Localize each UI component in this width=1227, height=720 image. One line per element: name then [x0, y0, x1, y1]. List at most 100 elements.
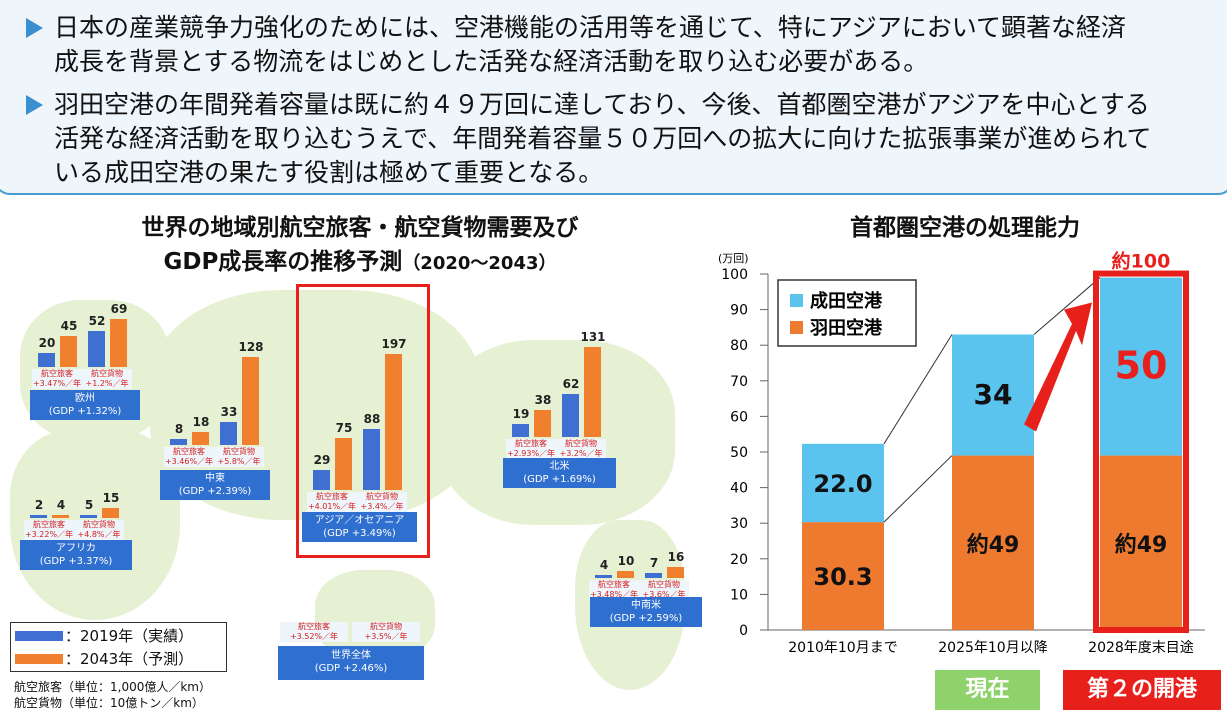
bullet-2-line-3: いる成田空港の果たす役割は極めて重要となる。 [54, 158, 604, 187]
region-4-name: アフリカ [56, 543, 96, 554]
region-5-pax-2019-bar [595, 575, 612, 578]
bullet-2-line-2: 活発な経済活動を取り込むうえで、年間発着容量５０万回への拡大に向けた拡張事業が進… [54, 124, 1152, 153]
region-4-pax-2043-value: 4 [56, 498, 66, 512]
region-4-pax-2043-bar [52, 515, 69, 518]
region-1-cargo-rate: 航空貨物 +5.8%／年 [214, 447, 264, 467]
summary-panel: 日本の産業競争力強化のためには、空港機能の活用等を通じて、特にアジアにおいて顕著… [0, 0, 1227, 195]
bullet-1-line-1: 日本の産業競争力強化のためには、空港機能の活用等を通じて、特にアジアにおいて顕著… [54, 13, 1127, 42]
legend-swatch-haneda [790, 321, 803, 334]
world-gdp: (GDP +2.46%) [314, 663, 388, 674]
legend-swatch-narita [790, 294, 803, 307]
region-4-passenger-rate: 航空旅客 +3.22%／年 [24, 520, 74, 540]
region-0-pax-2019-value: 20 [38, 336, 56, 350]
region-4-cargo-rate: 航空貨物 +4.8%／年 [74, 520, 124, 540]
region-2-label: アジア／オセアニア (GDP +3.49%) [302, 512, 417, 542]
region-4-pax-2019-value: 2 [34, 498, 44, 512]
region-3-pax-2019-bar [512, 423, 529, 437]
region-0-pax-2019-bar [38, 353, 55, 367]
x-tick-label-0: 2010年10月まで [788, 640, 897, 656]
y-tick-label: 40 [730, 481, 748, 497]
unit-note-passenger: 航空旅客（単位：1,000億人／km） [14, 680, 211, 694]
connector-line [883, 455, 953, 523]
growth-arrow-icon [1024, 302, 1092, 432]
connector-line [883, 334, 953, 445]
map-north-america [440, 340, 675, 525]
region-1-cargo-2019-bar [220, 422, 237, 445]
region-2-pax-2043-bar [335, 437, 352, 490]
region-3-pax-2043-bar [534, 410, 551, 437]
region-3-cargo-2043-bar [584, 346, 601, 437]
legend-swatch-2043 [15, 654, 63, 664]
y-tick-label: 80 [730, 338, 748, 354]
x-tick-label-1: 2025年10月以降 [938, 640, 1047, 656]
legend-label-2043: ：2043年（予測） [65, 650, 194, 668]
region-1-name: 中東 [205, 473, 225, 484]
bar-narita-0 [802, 443, 884, 523]
region-3-cargo-rate: 航空貨物 +3.2%／年 [556, 439, 606, 459]
narita-value-1: 34 [974, 378, 1013, 411]
region-0-cargo-2019-value: 52 [88, 314, 106, 329]
tag-second-opening: 第２の開港 [1063, 670, 1221, 710]
unit-note-cargo: 航空貨物（単位：10億トン／km） [14, 696, 204, 710]
connector-line [1033, 277, 1101, 335]
region-0-cargo-2043-bar [110, 319, 127, 367]
region-5-passenger-rate: 航空旅客 +3.48%／年 [589, 580, 639, 600]
y-tick-label: 90 [730, 303, 748, 319]
region-1-pax-2043-bar [192, 432, 209, 445]
region-3-pax-2043-value: 38 [534, 393, 552, 408]
haneda-value-2: 約49 [1115, 532, 1168, 558]
region-4-label: アフリカ (GDP +3.37%) [20, 540, 132, 570]
bar-narita-1 [952, 334, 1034, 456]
haneda-value-0: 30.3 [813, 563, 872, 591]
narita-value-2: 50 [1115, 344, 1168, 388]
region-4-cargo-2019-value: 5 [84, 497, 94, 512]
region-5-cargo-2043-bar [667, 566, 684, 578]
region-0-pax-2043-value: 45 [60, 318, 78, 333]
region-0-gdp: (GDP +1.32%) [48, 406, 122, 417]
region-1-passenger-rate: 航空旅客 +3.46%／年 [164, 447, 214, 467]
bar-haneda-2 [1100, 455, 1182, 630]
map-chart-title: 世界の地域別航空旅客・航空貨物需要及び GDP成長率の推移予測（2020〜204… [60, 208, 660, 276]
region-0-cargo-rate: 航空貨物 +1.2%／年 [82, 369, 132, 389]
region-3-name: 北米 [549, 461, 570, 472]
legend-label-2019: ：2019年（実績） [65, 627, 194, 645]
y-tick-label: 60 [730, 409, 748, 425]
region-3-passenger-rate: 航空旅客 +2.93%／年 [506, 439, 556, 459]
region-4-cargo-2043-bar [102, 507, 119, 518]
region-4-gdp: (GDP +3.37%) [39, 556, 113, 567]
bullet-arrow-icon [26, 18, 43, 38]
region-3-cargo-2019-value: 62 [562, 377, 580, 392]
world-label: 世界全体 (GDP +2.46%) [278, 646, 424, 680]
region-1-cargo-2043-bar [242, 356, 259, 445]
region-2-cargo-rate: 航空貨物 +3.4%／年 [357, 492, 407, 512]
region-2-pax-2043-value: 75 [335, 420, 353, 435]
region-3-cargo-2043-value: 131 [580, 329, 606, 344]
region-0-cargo-2019-bar [88, 331, 105, 367]
region-2-cargo-2019-value: 88 [363, 412, 381, 427]
region-2-cargo-2019-bar [363, 429, 380, 490]
world-cargo-rate: 航空貨物 +3.5%／年 [352, 622, 420, 642]
y-unit: (万回) [718, 252, 749, 265]
world-passenger-rate: 航空旅客 +3.52%／年 [280, 622, 348, 642]
capacity-chart: (万回) 0 10 20 30 40 50 60 70 80 90 100 30.3 22.0 2010年1… [718, 250, 1205, 656]
map-title-main: GDP成長率の推移予測 [163, 249, 403, 275]
bar-narita-2 [1100, 277, 1182, 456]
region-5-cargo-2019-value: 7 [649, 556, 659, 571]
map-title-line-1: 世界の地域別航空旅客・航空貨物需要及び [141, 215, 579, 241]
region-5-pax-2019-value: 4 [599, 558, 609, 572]
region-5-cargo-rate: 航空貨物 +3.6%／年 [639, 580, 689, 600]
region-2-passenger-rate: 航空旅客 +4.01%／年 [307, 492, 357, 512]
bar-haneda-1 [952, 455, 1034, 630]
legend-label-narita: 成田空港 [810, 290, 883, 312]
region-3-pax-2019-value: 19 [512, 406, 530, 421]
narita-value-0: 22.0 [813, 470, 872, 498]
region-0-label: 欧州 (GDP +1.32%) [30, 390, 140, 420]
region-4-cargo-2043-value: 15 [102, 490, 120, 505]
third-bar-highlight [1093, 270, 1189, 634]
bullet-2-line-1: 羽田空港の年間発着容量は既に約４９万回に達しており、今後、首都圏空港がアジアを中… [54, 90, 1150, 119]
region-5-cargo-2043-value: 16 [667, 549, 685, 564]
map-australia [315, 570, 435, 660]
region-5-name: 中南米 [631, 600, 661, 611]
map-legend: ：2019年（実績） ：2043年（予測） [10, 622, 227, 672]
haneda-value-1: 約49 [967, 532, 1020, 558]
